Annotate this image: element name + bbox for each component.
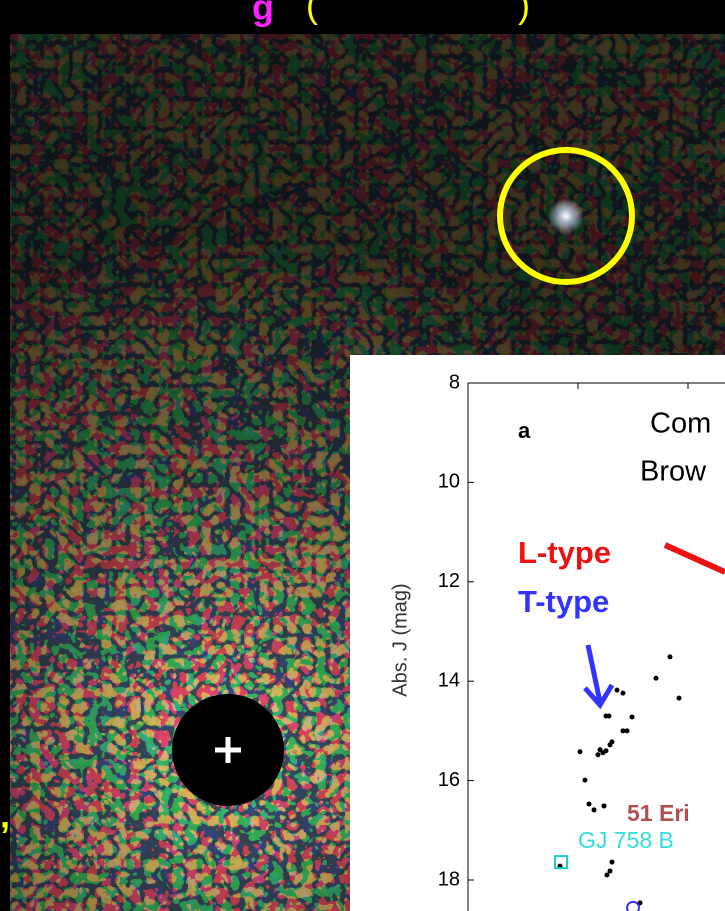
point (604, 748, 609, 753)
point (625, 728, 630, 733)
point (592, 807, 597, 812)
point (677, 696, 682, 701)
point (610, 860, 615, 865)
point (605, 873, 610, 878)
text-fragment: , (0, 795, 10, 836)
point (668, 654, 673, 659)
point (587, 801, 592, 806)
annotation: 51 Eri (627, 800, 690, 826)
slide: g ( ) , Abs. J (mag) a Com Brow L-type T… (0, 0, 725, 911)
y-tick-label: 8 (449, 371, 460, 393)
point (583, 778, 588, 783)
title-fragment: ) (518, 0, 530, 26)
title-fragment: g (252, 0, 274, 28)
point (610, 739, 615, 744)
point (607, 713, 612, 718)
point (608, 869, 613, 874)
top-band (0, 0, 725, 34)
point (596, 752, 601, 757)
point (615, 688, 620, 693)
panel-label: a (518, 418, 531, 443)
point (630, 714, 635, 719)
point (654, 676, 659, 681)
y-tick-label: 12 (438, 570, 460, 592)
y-axis-label: Abs. J (mag) (389, 583, 411, 696)
y-tick-label: 14 (438, 669, 460, 691)
annotation: L-type (518, 535, 611, 570)
title-fragment: ( (306, 0, 318, 26)
point (602, 803, 607, 808)
annotation: GJ 758 B (578, 827, 674, 853)
y-tick-label: 10 (438, 471, 460, 493)
chart-title: Brow (640, 456, 707, 488)
y-tick-label: 16 (438, 769, 460, 791)
y-tick-label: 18 (438, 868, 460, 890)
chart-title: Com (650, 408, 711, 440)
point (621, 691, 626, 696)
point (578, 749, 583, 754)
planet (548, 198, 584, 234)
left-border (0, 0, 10, 911)
annotation: T-type (518, 584, 609, 619)
